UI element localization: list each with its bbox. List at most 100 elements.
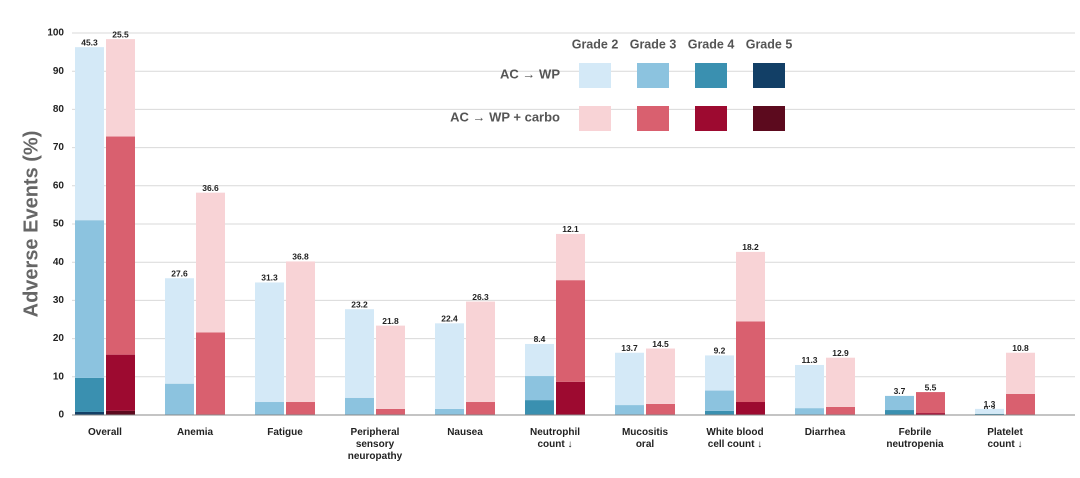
value-label: 45.3 xyxy=(81,37,98,47)
x-tick-line: Fatigue xyxy=(267,427,303,438)
x-tick-line: oral xyxy=(636,439,655,450)
bar-segment xyxy=(286,261,315,403)
value-label: 11.3 xyxy=(801,355,817,365)
x-tick-label: Febrile neutropenia xyxy=(886,427,944,450)
x-tick-line: Anemia xyxy=(177,427,214,438)
bar-segment xyxy=(1006,352,1035,394)
bar-segment xyxy=(646,348,675,404)
bar-segment xyxy=(795,408,824,415)
x-tick-label: Fatigue xyxy=(267,427,303,438)
bar-segment xyxy=(525,400,554,415)
x-tick-line: Febrile xyxy=(899,427,932,438)
legend-header: Grade 2 xyxy=(572,37,619,51)
legend-swatch xyxy=(695,63,727,88)
x-tick-label: Overall xyxy=(88,427,122,438)
x-tick-label: Peripheral sensory neuropathy xyxy=(348,427,403,462)
y-tick-label: 10 xyxy=(53,371,65,382)
bar-segment xyxy=(435,323,464,409)
legend-label: AC → WP + carbo xyxy=(450,109,560,124)
x-tick-line: Neutrophil xyxy=(530,427,580,438)
bar-segment xyxy=(556,280,585,382)
x-tick-label: Platelet count ↓ xyxy=(987,427,1023,450)
x-tick-line: Overall xyxy=(88,427,122,438)
bar-segment xyxy=(255,282,284,403)
bar-segment xyxy=(916,413,945,415)
bar-segment xyxy=(826,406,855,415)
bar-segment xyxy=(705,390,734,411)
value-label: 23.2 xyxy=(351,299,368,309)
x-tick-line: Mucositis xyxy=(622,427,669,438)
bar-segment xyxy=(556,233,585,281)
bar-segment xyxy=(255,402,284,415)
value-label: 12.9 xyxy=(832,348,849,358)
bar-segment xyxy=(376,325,405,409)
value-label: 12.1 xyxy=(562,224,579,234)
bar-segment xyxy=(736,321,765,403)
legend-swatch xyxy=(753,106,785,131)
bar-segment xyxy=(196,332,225,415)
value-label: 22.4 xyxy=(441,314,458,324)
bar-segment xyxy=(75,377,104,412)
value-label: 36.8 xyxy=(292,252,309,262)
bar-segment xyxy=(106,136,135,355)
x-tick-label: Diarrhea xyxy=(805,427,846,438)
bar-segment xyxy=(1006,393,1035,415)
bar-segment xyxy=(75,411,104,415)
bar-segment xyxy=(106,410,135,415)
x-tick-line: sensory xyxy=(356,439,395,450)
value-label: 10.8 xyxy=(1012,343,1029,353)
x-tick-line: neutropenia xyxy=(886,439,944,450)
y-tick-label: 80 xyxy=(53,104,65,115)
x-tick-label: Nausea xyxy=(447,427,483,438)
bar-segment xyxy=(795,364,824,409)
bar-segment xyxy=(556,381,585,415)
value-label: 36.6 xyxy=(202,183,219,193)
y-tick-label: 0 xyxy=(58,410,64,421)
y-tick-label: 90 xyxy=(53,66,65,77)
x-tick-label: White blood cell count ↓ xyxy=(706,427,763,450)
bar-segment xyxy=(75,47,104,221)
y-tick-label: 40 xyxy=(53,257,65,268)
y-tick-label: 30 xyxy=(53,295,65,306)
bar-segment xyxy=(165,278,194,384)
x-tick-line: neuropathy xyxy=(348,451,403,462)
value-label: 18.2 xyxy=(742,242,759,252)
bar-segment xyxy=(345,309,374,398)
bar-segment xyxy=(345,397,374,415)
bar-segment xyxy=(525,343,554,377)
bar-segment xyxy=(165,383,194,415)
legend-header: Grade 3 xyxy=(630,37,677,51)
x-tick-line: Nausea xyxy=(447,427,483,438)
bar-segment xyxy=(885,395,914,411)
bar-segment xyxy=(736,402,765,415)
value-label: 13.7 xyxy=(621,343,638,353)
y-tick-label: 100 xyxy=(47,28,64,39)
x-tick-label: Anemia xyxy=(177,427,214,438)
bar-segment xyxy=(615,405,644,415)
bar-segment xyxy=(885,410,914,415)
legend-header: Grade 5 xyxy=(746,37,793,51)
value-label: 3.7 xyxy=(894,386,906,396)
bar-segment xyxy=(736,251,765,322)
bar-segment xyxy=(646,403,675,415)
legend-swatch xyxy=(753,63,785,88)
value-label: 21.8 xyxy=(382,316,399,326)
bar-segment xyxy=(975,408,1004,414)
legend-header: Grade 4 xyxy=(688,37,735,51)
value-label: 9.2 xyxy=(714,346,726,356)
bar-segment xyxy=(466,402,495,415)
x-tick-line: Peripheral xyxy=(351,427,400,438)
bar-segment xyxy=(75,220,104,378)
value-label: 27.6 xyxy=(171,268,188,278)
y-tick-label: 70 xyxy=(53,142,65,153)
x-tick-label: Mucositis oral xyxy=(622,427,669,450)
legend-swatch xyxy=(579,63,611,88)
legend-swatch xyxy=(637,63,669,88)
bar-segment xyxy=(826,357,855,407)
x-tick-line: cell count ↓ xyxy=(708,439,762,450)
y-tick-label: 50 xyxy=(53,219,65,230)
value-label: 25.5 xyxy=(112,29,129,39)
bar-segment xyxy=(376,408,405,415)
legend-label: AC → WP xyxy=(500,66,560,81)
